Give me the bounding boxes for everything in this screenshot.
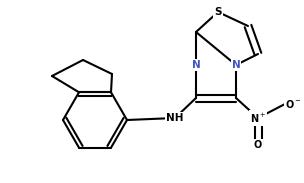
Text: NH: NH xyxy=(166,113,184,123)
Text: N: N xyxy=(192,60,200,70)
Text: O$^-$: O$^-$ xyxy=(285,98,301,110)
Text: S: S xyxy=(214,7,222,17)
Text: N: N xyxy=(232,60,240,70)
Text: O: O xyxy=(254,140,262,150)
Text: N$^+$: N$^+$ xyxy=(250,111,266,125)
